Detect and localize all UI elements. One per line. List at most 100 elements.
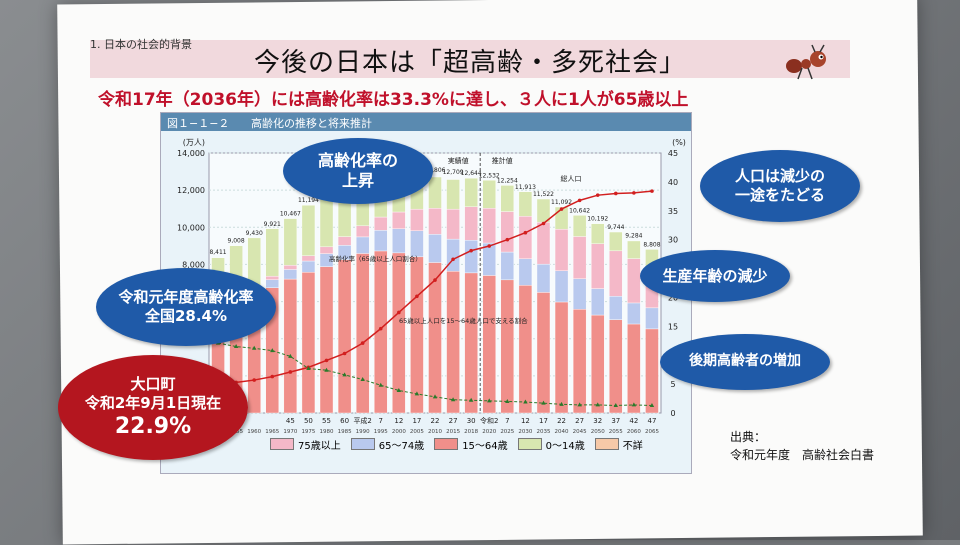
- bar-total-label: 8,411: [209, 249, 226, 256]
- x-year-label: 2055: [609, 429, 623, 435]
- bar-segment: [518, 285, 533, 414]
- x-year-label: 2010: [428, 429, 442, 435]
- support-ratio-point: [252, 345, 257, 350]
- bar-segment: [572, 215, 587, 237]
- aging-rate-point: [487, 244, 492, 248]
- bar-segment: [410, 208, 424, 231]
- legend-item: 0〜14歳: [517, 437, 585, 452]
- x-tick-label: 60: [340, 417, 349, 425]
- bar-segment: [410, 230, 424, 258]
- x-tick-label: 17: [412, 417, 421, 425]
- town-name: 大口町: [130, 375, 176, 393]
- bar-segment: [554, 228, 569, 271]
- legend-swatch: [270, 438, 294, 450]
- bar-segment: [627, 240, 641, 259]
- bar-total-label: 12,254: [497, 177, 518, 184]
- support-ratio-point: [360, 376, 365, 381]
- legend-item: 75歳以上: [270, 437, 341, 452]
- y-tick-label-right: 45: [668, 149, 678, 158]
- aging-rate-point: [577, 198, 582, 203]
- legend-label: 65〜74歳: [378, 440, 425, 452]
- support-ratio-point: [649, 402, 655, 407]
- national-rate-line1: 令和元年度高齢化率: [118, 288, 254, 307]
- bar-segment: [518, 216, 533, 260]
- bar-segment: [500, 251, 515, 281]
- y-tick-label-right: 5: [670, 380, 675, 389]
- x-year-label: 2050: [591, 429, 605, 435]
- bar-segment: [301, 205, 316, 256]
- x-year-label: 1975: [301, 429, 315, 435]
- x-tick-label: 7: [379, 417, 383, 425]
- bar-segment: [482, 275, 496, 414]
- support-ratio-point: [306, 366, 311, 371]
- town-date: 令和2年9月1日現在: [84, 393, 222, 412]
- annotation-aging-rate: 高齢化率（65歳以上人口割合）: [329, 254, 422, 263]
- bar-segment: [609, 296, 623, 320]
- support-ratio-point: [559, 401, 564, 406]
- x-year-label: 2040: [555, 429, 569, 435]
- support-ratio-point: [378, 382, 383, 387]
- bar-segment: [591, 314, 605, 414]
- aging-rate-point: [360, 341, 365, 345]
- bar-segment: [319, 195, 334, 248]
- support-ratio-point: [523, 399, 528, 404]
- aging-rate-point: [469, 248, 473, 253]
- x-tick-label: 50: [304, 417, 313, 425]
- bar-total-label: 9,744: [607, 224, 624, 231]
- bar-total-label: 12,709: [443, 169, 464, 176]
- x-year-label: 1980: [320, 429, 334, 435]
- bar-segment: [428, 234, 442, 263]
- x-year-label: 1965: [265, 429, 279, 435]
- bar-segment: [301, 255, 316, 262]
- bar-segment: [374, 230, 388, 252]
- page-title: 今後の日本は「超高齢・多死社会」: [253, 48, 686, 78]
- support-ratio-point: [468, 397, 474, 402]
- bar-segment: [627, 258, 641, 304]
- bar-segment: [627, 323, 641, 414]
- x-tick-label: 7: [505, 417, 509, 425]
- support-ratio-point: [631, 402, 637, 407]
- bar-segment: [464, 239, 478, 274]
- source-label: 出典：: [730, 430, 767, 444]
- x-tick-label: 22: [431, 417, 440, 425]
- bar-segment: [482, 180, 496, 209]
- support-ratio-point: [233, 344, 239, 349]
- annotation-support-ratio: 65歳以上人口を15〜64歳人口で支える割合: [399, 316, 528, 325]
- bubble-aging-rate-rise: 高齢化率の 上昇: [283, 138, 433, 204]
- aging-rate-point: [433, 278, 437, 282]
- x-tick-label: 55: [322, 417, 331, 425]
- legend-label: 不詳: [622, 440, 643, 452]
- figure-number: 図１−１−２: [167, 117, 230, 130]
- support-ratio-point: [432, 394, 438, 399]
- aging-rate-point: [451, 257, 455, 262]
- town-rate-value: 22.9%: [114, 413, 192, 439]
- x-tick-label: 17: [539, 417, 548, 425]
- bar-segment: [337, 236, 352, 246]
- y-tick-label-left: 10,000: [177, 223, 205, 232]
- bar-segment: [536, 292, 551, 414]
- bar-total-label: 11,913: [515, 184, 536, 191]
- x-year-label: 1960: [247, 429, 261, 435]
- bar-segment: [464, 206, 478, 241]
- y-axis-right-label: (%): [672, 138, 686, 147]
- aging-rate-point: [342, 351, 347, 356]
- bar-segment: [283, 269, 298, 280]
- support-ratio-point: [541, 400, 546, 405]
- y-tick-label-right: 20: [668, 293, 678, 302]
- x-year-label: 2005: [410, 429, 424, 435]
- bar-segment: [283, 265, 298, 270]
- y-tick-label-right: 30: [668, 236, 678, 245]
- x-year-label: 2015: [446, 429, 460, 435]
- legend-swatch: [594, 438, 619, 450]
- aging-rate-point: [559, 207, 564, 211]
- x-year-label: 2035: [536, 429, 550, 435]
- y-tick-label-right: 35: [668, 207, 678, 216]
- support-ratio-point: [577, 402, 582, 407]
- y-tick-label-left: 8,000: [182, 260, 205, 269]
- y-tick-label-right: 15: [668, 322, 678, 331]
- x-year-label: 2020: [482, 429, 496, 435]
- bar-segment: [301, 260, 316, 273]
- bar-segment: [337, 259, 352, 414]
- legend-swatch: [350, 438, 375, 450]
- x-tick-label: 27: [575, 417, 584, 425]
